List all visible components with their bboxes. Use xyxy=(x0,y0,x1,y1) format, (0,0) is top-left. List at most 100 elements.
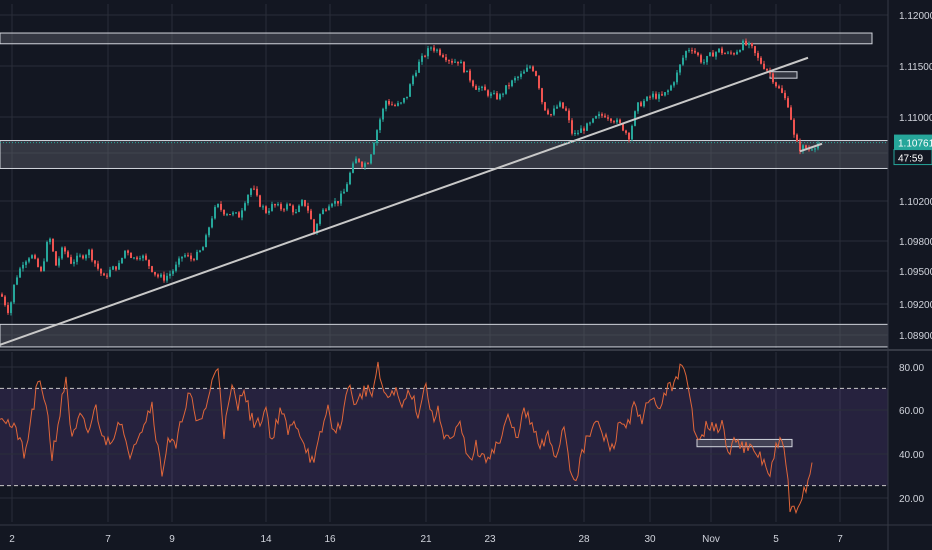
candle-body xyxy=(37,258,39,267)
candle-body xyxy=(355,158,357,164)
candle-body xyxy=(496,93,498,100)
candle-body xyxy=(61,247,63,259)
candle-body xyxy=(796,134,798,142)
candle-body xyxy=(661,94,663,96)
rsi-tick-label: 80.00 xyxy=(899,363,924,374)
candle-body xyxy=(484,86,486,91)
candle-body xyxy=(622,122,624,131)
candle-body xyxy=(322,209,324,215)
candle-body xyxy=(412,76,414,85)
trendline[interactable] xyxy=(799,142,823,153)
candle-body xyxy=(745,40,747,46)
candle-body xyxy=(580,128,582,133)
last-price-label: 1.10761 xyxy=(898,139,932,150)
candle-body xyxy=(439,49,441,56)
candle-body xyxy=(586,123,588,131)
candle-body xyxy=(718,48,720,53)
candle-body xyxy=(754,46,756,54)
candle-body xyxy=(457,61,459,64)
candle-body xyxy=(157,274,159,277)
candle-body xyxy=(19,268,21,278)
candle-body xyxy=(664,92,666,96)
time-tick-label: 9 xyxy=(169,534,175,545)
candle-body xyxy=(172,270,174,274)
time-tick-label: 7 xyxy=(837,534,843,545)
candle-body xyxy=(736,51,738,55)
candle-body xyxy=(328,206,330,211)
trendline[interactable] xyxy=(0,56,809,346)
candle-body xyxy=(571,120,573,134)
candle-body xyxy=(271,204,273,211)
candle-body xyxy=(346,184,348,192)
candle-body xyxy=(382,108,384,120)
candle-body xyxy=(703,62,705,64)
candle-body xyxy=(208,227,210,236)
candle-body xyxy=(301,200,303,206)
candle-body xyxy=(451,60,453,63)
candle-body xyxy=(460,61,462,64)
candle-body xyxy=(433,47,435,51)
candle-body xyxy=(88,249,90,256)
candle-body xyxy=(118,263,120,270)
candle-body xyxy=(352,163,354,173)
candle-body xyxy=(262,206,264,208)
candle-body xyxy=(583,128,585,131)
candle-body xyxy=(97,263,99,269)
candle-body xyxy=(190,255,192,260)
candle-body xyxy=(670,85,672,91)
candle-body xyxy=(730,52,732,54)
candle-body xyxy=(349,172,351,185)
candle-body xyxy=(559,102,561,107)
price-zone xyxy=(0,323,889,348)
candle-body xyxy=(499,94,501,100)
candle-body xyxy=(679,64,681,73)
candle-body xyxy=(724,53,726,55)
price-tick-label: 1.10200 xyxy=(899,197,932,208)
candle-body xyxy=(316,223,318,234)
candle-body xyxy=(442,55,444,58)
candle-body xyxy=(448,60,450,62)
price-zone xyxy=(0,140,889,169)
candle-body xyxy=(181,256,183,259)
candle-body xyxy=(424,55,426,57)
candle-body xyxy=(265,206,267,213)
candle-body xyxy=(781,88,783,93)
candle-body xyxy=(517,76,519,78)
candle-body xyxy=(589,122,591,124)
candle-body xyxy=(376,130,378,144)
candle-body xyxy=(784,92,786,99)
candle-body xyxy=(385,100,387,109)
candle-body xyxy=(331,203,333,207)
candle-body xyxy=(694,50,696,53)
candle-body xyxy=(550,114,552,116)
candle-body xyxy=(46,242,48,262)
candle-body xyxy=(244,203,246,211)
candle-body xyxy=(223,209,225,215)
candle-body xyxy=(217,203,219,208)
time-tick-label: 2 xyxy=(9,534,15,545)
candle-body xyxy=(706,56,708,63)
candle-body xyxy=(427,48,429,57)
candle-body xyxy=(700,55,702,63)
candle-body xyxy=(28,258,30,262)
candle-body xyxy=(697,52,699,56)
candle-body xyxy=(76,255,78,262)
candle-body xyxy=(715,52,717,57)
candle-body xyxy=(505,85,507,94)
candle-body xyxy=(487,90,489,96)
candle-body xyxy=(727,52,729,54)
time-tick-label: 5 xyxy=(773,534,779,545)
candle-body xyxy=(325,209,327,211)
candle-body xyxy=(793,119,795,135)
candle-body xyxy=(313,219,315,234)
candle-body xyxy=(529,66,531,68)
candle-body xyxy=(4,296,6,306)
candle-body xyxy=(475,86,477,90)
candle-body xyxy=(373,143,375,155)
candle-body xyxy=(298,205,300,212)
candle-body xyxy=(565,108,567,111)
candle-body xyxy=(418,61,420,73)
rsi-tick-label: 20.00 xyxy=(899,494,924,505)
candle-body xyxy=(274,204,276,206)
